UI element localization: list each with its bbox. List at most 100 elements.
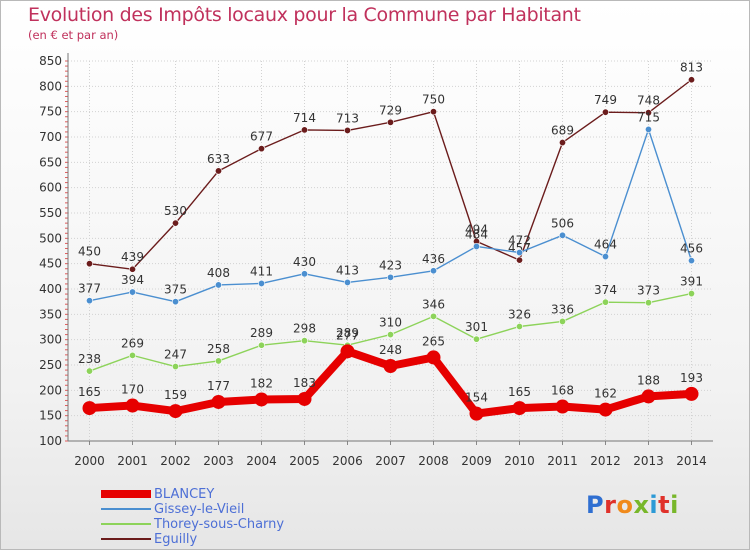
data-point [472,335,480,343]
data-point [515,249,523,257]
data-label: 714 [293,111,316,125]
data-label: 456 [680,242,703,256]
legend-label: Eguilly [154,532,198,547]
data-point [555,399,570,414]
y-tick-label: 400 [39,282,62,296]
data-point [641,389,656,404]
data-label: 530 [164,204,187,218]
data-point [215,167,223,175]
data-label: 182 [250,376,273,390]
data-point [343,126,351,134]
data-point [129,351,137,359]
data-point [601,298,609,306]
legend-item: Eguilly [101,532,361,547]
data-point [558,317,566,325]
data-point [426,350,441,365]
data-point [257,145,265,153]
data-label: 326 [508,307,531,321]
data-label: 289 [336,326,359,340]
legend-label: Gissey-le-Vieil [154,502,245,517]
data-point [644,299,652,307]
x-tick-label: 2003 [203,454,234,468]
data-point [343,278,351,286]
data-point [386,273,394,281]
x-tick-label: 2010 [504,454,535,468]
proxiti-logo: Proxiti [586,491,679,519]
data-point [512,401,527,416]
legend-swatch [101,523,151,525]
data-label: 165 [78,385,101,399]
data-point [515,322,523,330]
chart-legend: BLANCEY Gissey-le-Vieil Thorey-sous-Charny… [101,487,361,547]
data-label: 677 [250,130,273,144]
data-label: 729 [379,103,402,117]
data-point [86,297,94,305]
data-label: 269 [121,336,144,350]
x-tick-label: 2009 [461,454,492,468]
data-label: 247 [164,348,187,362]
data-label: 374 [594,283,617,297]
data-label: 159 [164,388,187,402]
data-point [254,392,269,407]
x-tick-label: 2011 [547,454,578,468]
data-point [168,404,183,419]
legend-label: BLANCEY [154,487,215,502]
x-tick-label: 2001 [117,454,148,468]
data-label: 484 [465,227,488,241]
x-tick-label: 2013 [633,454,664,468]
x-tick-label: 2006 [332,454,363,468]
data-label: 188 [637,373,660,387]
data-label: 375 [164,283,187,297]
data-label: 494 [465,222,488,236]
y-tick-label: 550 [39,206,62,220]
data-point [257,341,265,349]
data-point [172,363,180,371]
data-point [340,344,355,359]
data-label: 506 [551,216,574,230]
data-label: 377 [78,282,101,296]
data-label: 689 [551,124,574,138]
y-tick-label: 500 [39,231,62,245]
data-point [297,391,312,406]
chart-title: Evolution des Impôts locaux pour la Comm… [28,4,581,26]
data-point [598,402,613,417]
data-label: 265 [422,334,445,348]
data-label: 373 [637,284,660,298]
data-point [300,126,308,134]
data-label: 413 [336,263,359,277]
data-label: 170 [121,383,144,397]
y-tick-label: 100 [39,434,62,448]
data-point [472,242,480,250]
data-label: 177 [207,379,230,393]
data-label: 813 [680,61,703,75]
data-label: 162 [594,387,617,401]
data-point [687,290,695,298]
data-point [386,331,394,339]
data-point [684,386,699,401]
data-label: 713 [336,111,359,125]
data-point [383,359,398,374]
data-point [601,108,609,116]
data-point [215,281,223,289]
data-label: 193 [680,371,703,385]
y-tick-label: 650 [39,155,62,169]
data-label: 394 [121,273,144,287]
x-tick-label: 2014 [676,454,707,468]
data-point [257,279,265,287]
x-tick-label: 2012 [590,454,621,468]
data-point [172,219,180,227]
data-label: 411 [250,264,273,278]
chart-subtitle: (en € et par an) [28,28,119,42]
data-point [82,401,97,416]
y-tick-label: 200 [39,383,62,397]
y-tick-label: 600 [39,181,62,195]
data-label: 165 [508,385,531,399]
data-point [211,394,226,409]
data-point [86,260,94,268]
y-tick-label: 750 [39,105,62,119]
y-tick-label: 300 [39,333,62,347]
data-label: 298 [293,322,316,336]
data-label: 346 [422,297,445,311]
data-point [558,231,566,239]
